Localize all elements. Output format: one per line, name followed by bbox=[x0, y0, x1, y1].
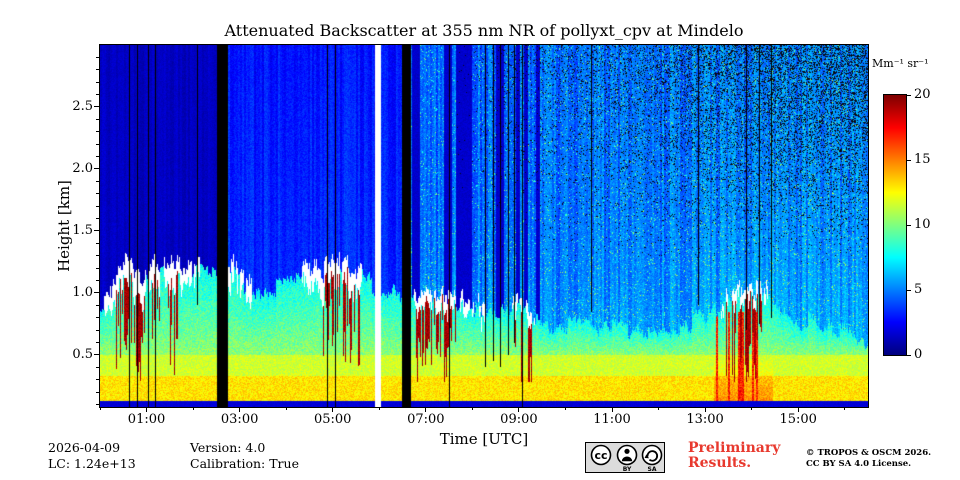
person-icon bbox=[624, 448, 630, 454]
y-tick bbox=[94, 168, 99, 170]
sa-caption: SA bbox=[648, 466, 657, 473]
preliminary-note: Preliminary Results. bbox=[688, 441, 780, 471]
y-minor-tick bbox=[96, 180, 99, 182]
colorbar-tick bbox=[907, 354, 911, 356]
sa-circle-icon bbox=[641, 444, 663, 466]
x-minor-tick bbox=[99, 407, 101, 410]
x-tick-label: 05:00 bbox=[313, 412, 352, 427]
y-tick bbox=[94, 230, 99, 232]
x-tick bbox=[611, 407, 613, 412]
x-minor-tick bbox=[658, 407, 660, 410]
colorbar-tick-label: 20 bbox=[914, 87, 931, 102]
x-minor-tick bbox=[471, 407, 473, 410]
y-minor-tick bbox=[96, 193, 99, 195]
y-minor-tick bbox=[96, 255, 99, 257]
cc-logo-text: cc bbox=[594, 449, 607, 462]
copyright-note: © TROPOS & OSCM 2026. CC BY SA 4.0 Licen… bbox=[806, 448, 931, 469]
y-tick-label: 0.5 bbox=[72, 346, 93, 362]
colorbar-tick-label: 10 bbox=[914, 217, 931, 232]
colorbar-tick-label: 0 bbox=[914, 347, 923, 362]
colorbar-tick bbox=[907, 94, 911, 96]
y-minor-tick bbox=[96, 379, 99, 381]
y-minor-tick bbox=[96, 404, 99, 406]
x-minor-tick bbox=[751, 407, 753, 410]
by-circle-icon bbox=[616, 444, 638, 466]
y-tick-label: 1.0 bbox=[72, 284, 93, 300]
colorbar-tick-label: 5 bbox=[914, 282, 923, 297]
lidar-constant-text: LC: 1.24e+13 bbox=[48, 456, 136, 471]
y-minor-tick bbox=[96, 205, 99, 207]
y-tick-label: 2.0 bbox=[72, 160, 93, 176]
y-minor-tick bbox=[96, 69, 99, 71]
y-tick bbox=[94, 106, 99, 108]
date-text: 2026-04-09 bbox=[48, 440, 121, 455]
y-minor-tick bbox=[96, 317, 99, 319]
footer-version-block: Version: 4.0 Calibration: True bbox=[190, 440, 299, 472]
y-tick bbox=[94, 292, 99, 294]
y-tick bbox=[94, 354, 99, 356]
y-minor-tick bbox=[96, 81, 99, 83]
y-minor-tick bbox=[96, 329, 99, 331]
y-minor-tick bbox=[96, 56, 99, 58]
colorbar-tick bbox=[907, 159, 911, 161]
colorbar-canvas bbox=[883, 94, 907, 356]
x-tick-label: 07:00 bbox=[407, 412, 445, 427]
x-tick bbox=[797, 407, 799, 412]
heatmap-canvas bbox=[99, 44, 869, 408]
y-minor-tick bbox=[96, 94, 99, 96]
x-tick-label: 13:00 bbox=[686, 412, 724, 427]
x-tick bbox=[518, 407, 520, 412]
x-tick bbox=[146, 407, 148, 412]
y-minor-tick bbox=[96, 391, 99, 393]
y-minor-tick bbox=[96, 280, 99, 282]
y-minor-tick bbox=[96, 304, 99, 306]
y-minor-tick bbox=[96, 342, 99, 344]
x-tick-label: 03:00 bbox=[220, 412, 259, 427]
x-tick-label: 15:00 bbox=[779, 412, 817, 427]
y-tick-label: 1.5 bbox=[72, 222, 93, 238]
colorbar-tick-label: 15 bbox=[914, 152, 931, 167]
x-tick-label: 11:00 bbox=[593, 412, 631, 427]
x-minor-tick bbox=[378, 407, 380, 410]
x-minor-tick bbox=[192, 407, 194, 410]
y-minor-tick bbox=[96, 131, 99, 133]
by-caption: BY bbox=[623, 466, 632, 473]
x-tick bbox=[425, 407, 427, 412]
colorbar-tick bbox=[907, 289, 911, 291]
copyright-line1: © TROPOS & OSCM 2026. bbox=[806, 448, 932, 458]
x-minor-tick bbox=[564, 407, 566, 410]
preliminary-line2: Results. bbox=[688, 455, 752, 471]
sa-arrowhead-icon bbox=[644, 454, 649, 459]
y-minor-tick bbox=[96, 118, 99, 120]
cc-circle-icon bbox=[590, 444, 612, 466]
x-axis-label: Time [UTC] bbox=[439, 430, 529, 448]
chart-title: Attenuated Backscatter at 355 nm NR of p… bbox=[224, 21, 744, 40]
y-minor-tick bbox=[96, 267, 99, 269]
y-minor-tick bbox=[96, 366, 99, 368]
x-tick bbox=[332, 407, 334, 412]
y-minor-tick bbox=[96, 218, 99, 220]
y-minor-tick bbox=[96, 242, 99, 244]
x-tick-label: 01:00 bbox=[127, 412, 166, 427]
sa-arrow-icon bbox=[646, 450, 659, 462]
y-minor-tick bbox=[96, 156, 99, 158]
preliminary-line1: Preliminary bbox=[688, 440, 781, 456]
x-tick bbox=[704, 407, 706, 412]
x-minor-tick bbox=[285, 407, 287, 410]
x-tick-label: 09:00 bbox=[500, 412, 538, 427]
colorbar-unit-label: Mm⁻¹ sr⁻¹ bbox=[872, 57, 929, 70]
copyright-line2: CC BY SA 4.0 License. bbox=[806, 458, 912, 469]
version-text: Version: 4.0 bbox=[190, 440, 266, 455]
y-tick-label: 2.5 bbox=[72, 98, 93, 114]
x-tick bbox=[239, 407, 241, 412]
footer-left-block: 2026-04-09 LC: 1.24e+13 bbox=[48, 440, 136, 472]
calibration-text: Calibration: True bbox=[190, 456, 299, 471]
x-minor-tick bbox=[844, 407, 846, 410]
colorbar-tick bbox=[907, 224, 911, 226]
person-body-icon bbox=[621, 456, 633, 462]
cc-by-sa-badge: cc BY SA bbox=[585, 442, 665, 473]
y-minor-tick bbox=[96, 143, 99, 145]
